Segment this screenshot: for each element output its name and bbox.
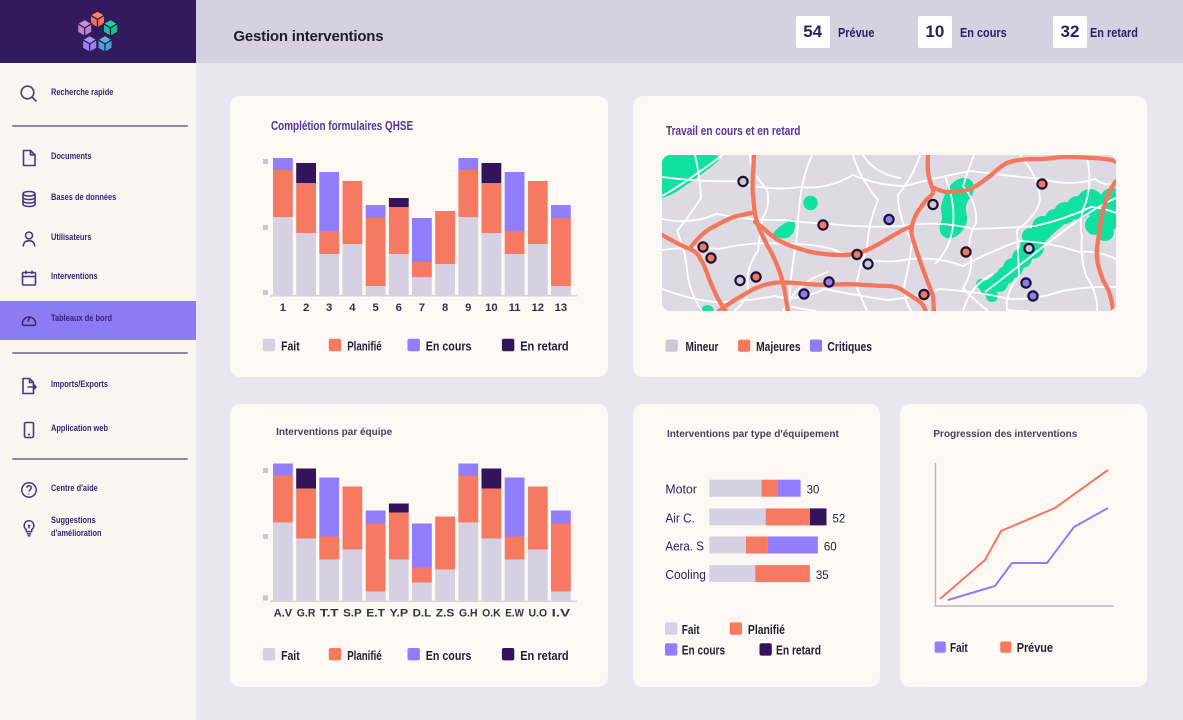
- svg-text:A.V: A.V: [274, 608, 293, 620]
- svg-text:G.H: G.H: [459, 608, 478, 620]
- svg-text:Prévue: Prévue: [1017, 640, 1053, 655]
- svg-text:En cours: En cours: [682, 643, 725, 658]
- svg-text:Motor: Motor: [665, 483, 697, 497]
- svg-text:Z.S: Z.S: [436, 608, 455, 620]
- svg-text:U.O: U.O: [529, 608, 548, 620]
- svg-text:En cours: En cours: [426, 648, 472, 663]
- svg-text:G.R: G.R: [297, 608, 316, 620]
- svg-text:E.W: E.W: [505, 608, 524, 620]
- svg-text:5: 5: [372, 302, 378, 314]
- svg-text:En retard: En retard: [520, 648, 569, 663]
- svg-text:Mineur: Mineur: [686, 339, 719, 354]
- svg-text:8: 8: [442, 302, 448, 314]
- svg-text:Majeures: Majeures: [756, 339, 801, 354]
- svg-text:I.V: I.V: [552, 608, 571, 620]
- svg-text:Cooling: Cooling: [665, 568, 706, 582]
- svg-text:Fait: Fait: [281, 339, 300, 354]
- svg-text:2: 2: [303, 302, 309, 314]
- svg-text:O.K: O.K: [482, 608, 501, 620]
- svg-text:4: 4: [349, 302, 356, 314]
- svg-text:S.P: S.P: [343, 608, 362, 620]
- svg-text:1: 1: [280, 302, 286, 314]
- svg-text:T.T: T.T: [320, 608, 339, 620]
- svg-text:Fait: Fait: [950, 640, 968, 655]
- svg-text:Fait: Fait: [682, 622, 700, 637]
- svg-text:E.T: E.T: [366, 608, 385, 620]
- svg-text:11: 11: [509, 302, 521, 314]
- svg-text:7: 7: [419, 302, 425, 314]
- svg-text:30: 30: [807, 485, 820, 497]
- svg-text:6: 6: [396, 302, 402, 314]
- svg-text:Air C.: Air C.: [665, 511, 695, 525]
- svg-text:En cours: En cours: [426, 339, 472, 354]
- svg-text:Aera. S: Aera. S: [665, 539, 704, 553]
- svg-text:60: 60: [824, 541, 837, 553]
- svg-text:En retard: En retard: [520, 339, 569, 354]
- svg-text:35: 35: [816, 570, 829, 582]
- svg-text:Planifié: Planifié: [347, 339, 382, 354]
- svg-text:10: 10: [485, 302, 498, 314]
- svg-text:Planifié: Planifié: [347, 648, 382, 663]
- svg-text:Fait: Fait: [281, 648, 300, 663]
- svg-text:Planifié: Planifié: [748, 622, 785, 637]
- svg-text:12: 12: [532, 302, 545, 314]
- svg-text:3: 3: [326, 302, 332, 314]
- svg-text:D.L: D.L: [413, 608, 432, 620]
- svg-text:Y.P: Y.P: [390, 608, 409, 620]
- svg-text:Critiques: Critiques: [827, 339, 872, 354]
- svg-text:52: 52: [833, 513, 846, 525]
- svg-text:En retard: En retard: [776, 643, 821, 658]
- svg-text:9: 9: [465, 302, 471, 314]
- svg-text:13: 13: [555, 302, 568, 314]
